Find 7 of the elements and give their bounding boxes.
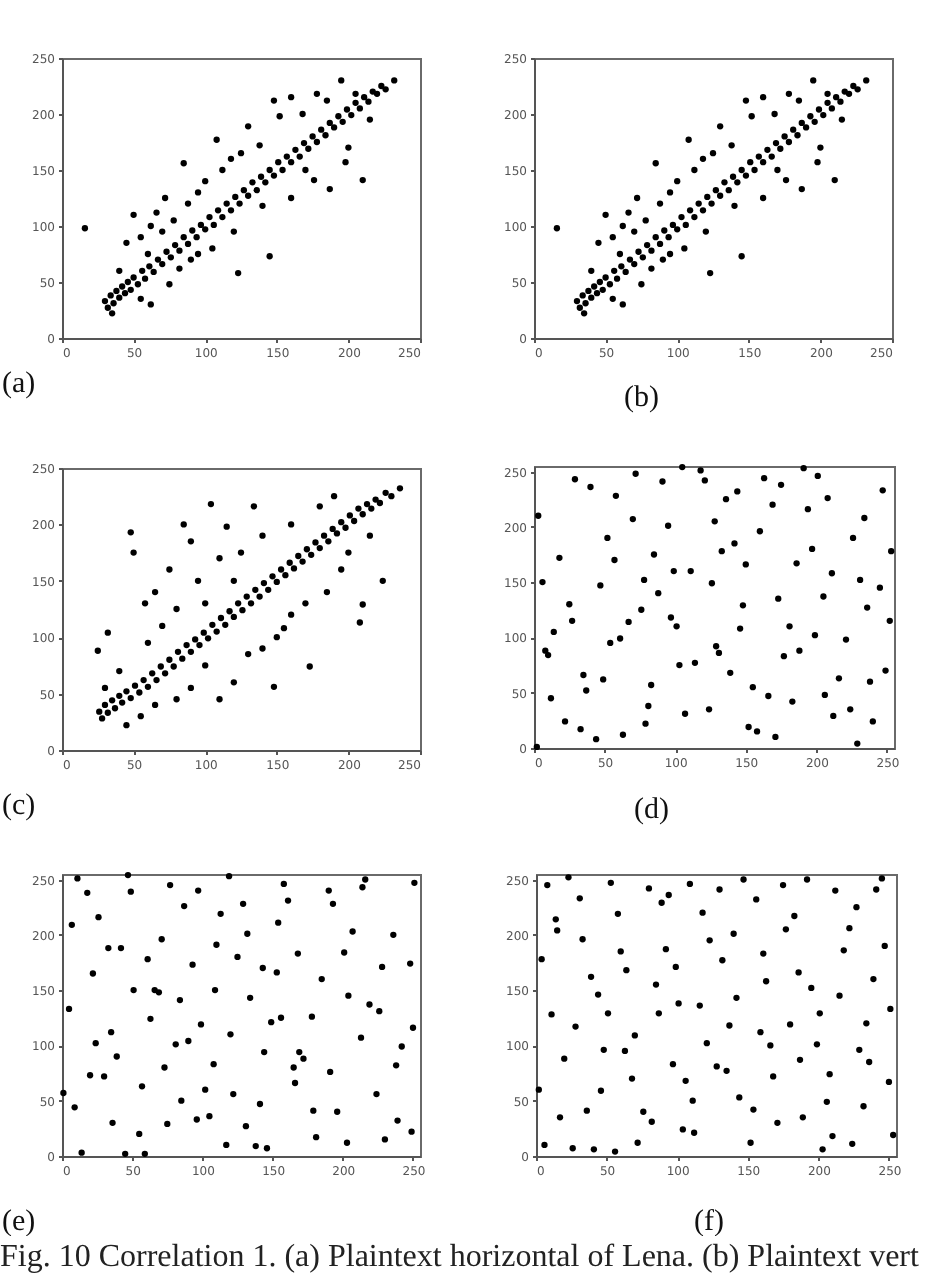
text: (e) — [2, 1206, 36, 1238]
text: (a) — [2, 368, 36, 400]
text: (d) — [634, 794, 669, 826]
text: (b) — [624, 382, 659, 414]
text: (f) — [694, 1206, 724, 1238]
text: (c) — [2, 790, 36, 822]
caption: Fig. 10 Correlation 1. (a) Plaintext horizontal of Lena. (b) Plaintext vert — [0, 1240, 919, 1274]
